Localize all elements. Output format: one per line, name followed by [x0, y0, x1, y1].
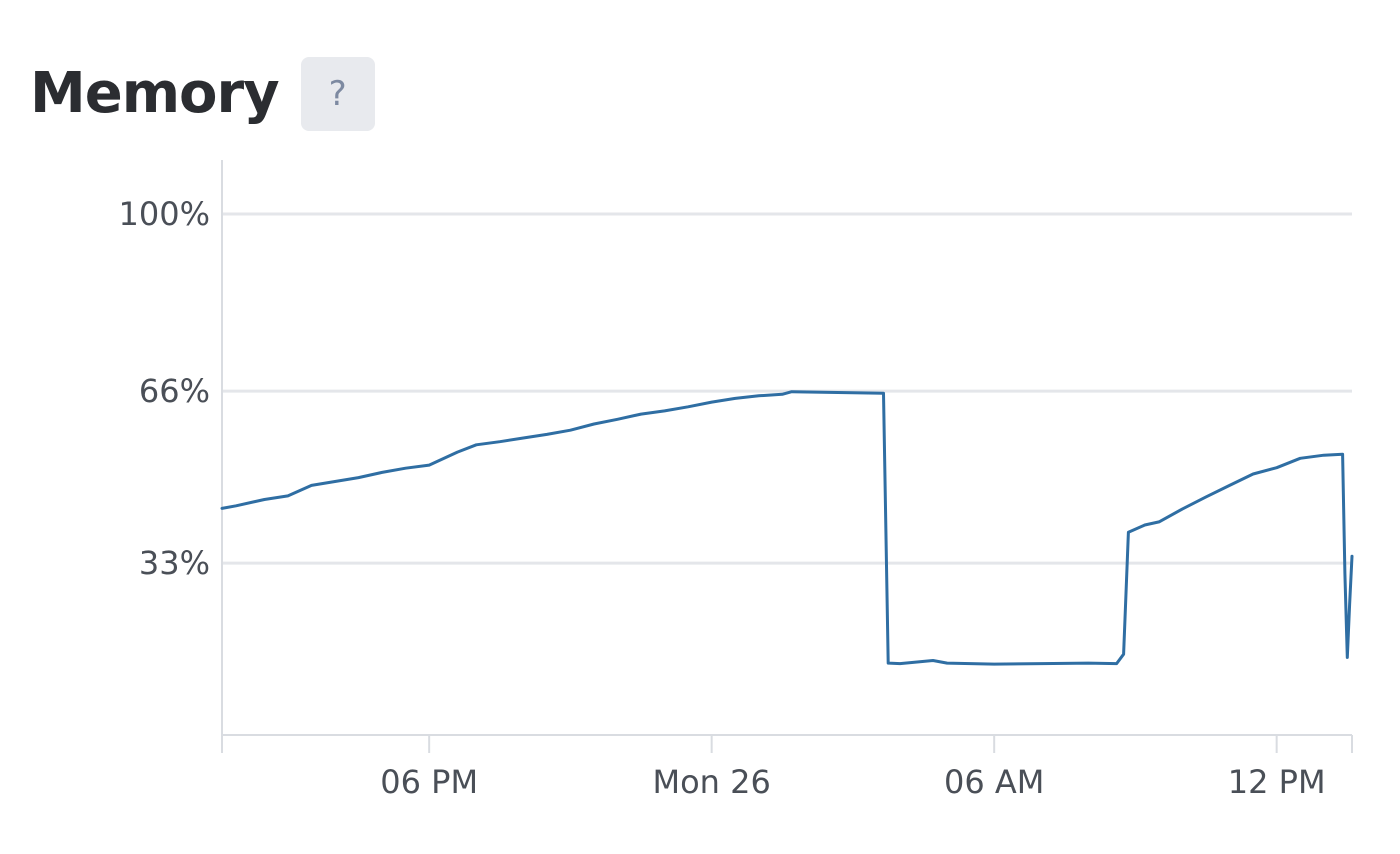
y-axis-ticks: 33% 66% 100%	[119, 195, 210, 582]
x-tick-label: 06 AM	[944, 763, 1044, 801]
series-layer	[220, 390, 1354, 666]
page-title: Memory	[30, 61, 280, 126]
y-tick-label: 33%	[139, 544, 210, 582]
x-tick-label: 06 PM	[380, 763, 478, 801]
x-tick-label: Mon 26	[652, 763, 770, 801]
chart-axes	[221, 160, 1353, 753]
x-axis-ticks: 06 PM Mon 26 06 AM 12 PM	[380, 735, 1326, 801]
help-button[interactable]: ?	[300, 57, 375, 131]
grid-lines	[222, 212, 1352, 565]
memory-series-line	[220, 390, 1354, 666]
y-tick-label: 100%	[119, 195, 210, 233]
x-tick-label: 12 PM	[1228, 763, 1326, 801]
y-tick-label: 66%	[139, 372, 210, 410]
chart-header: Memory ?	[30, 56, 375, 132]
